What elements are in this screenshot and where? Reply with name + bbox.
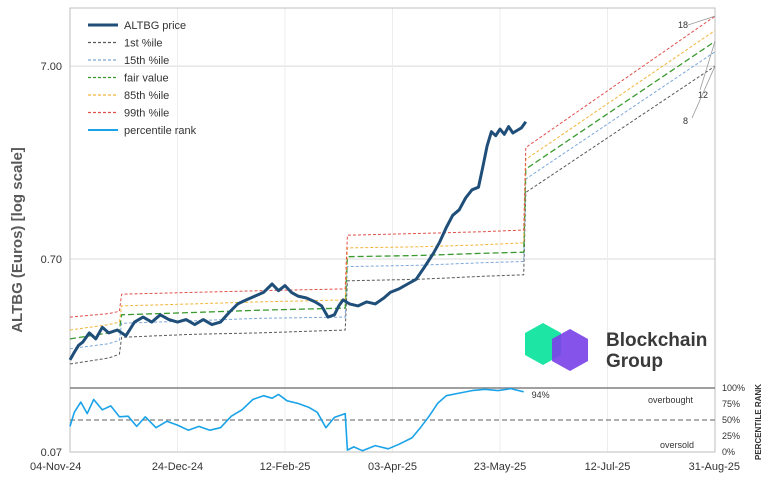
legend: ALTBG price 1st %ile 15th %ile fair value 85… bbox=[88, 20, 197, 137]
y-tick-label-2: 7.00 bbox=[41, 61, 62, 73]
series-1st-ile bbox=[69, 65, 716, 365]
plot-frame bbox=[69, 7, 716, 453]
logo-purple-hexagon bbox=[552, 329, 588, 371]
x-axis-ticks: 04-Nov-24 24-Dec-24 12-Feb-25 03-Apr-25 23-M… bbox=[30, 461, 740, 473]
series-99th-ile bbox=[69, 15, 716, 318]
leader-line-2 bbox=[691, 65, 716, 119]
x-tick-label-2: 12-Feb-25 bbox=[260, 461, 311, 473]
x-tick-label-0: 04-Nov-24 bbox=[30, 461, 81, 473]
annotations: 18 12 8 94% bbox=[532, 15, 716, 400]
annotation-12: 12 bbox=[698, 90, 708, 100]
series-15th-ile bbox=[69, 51, 716, 350]
y2-tick-label-2: 50% bbox=[722, 415, 740, 425]
series-layer bbox=[68, 15, 716, 452]
reference-lines bbox=[70, 387, 715, 421]
y-tick-label-0: 0.07 bbox=[41, 447, 62, 459]
x-tick-label-3: 03-Apr-25 bbox=[368, 461, 417, 473]
logo-name-line1: Blockchain bbox=[606, 330, 707, 351]
y2-tick-label-3: 25% bbox=[722, 431, 740, 441]
y-axis-label: ALTBG (Euros) [log scale] bbox=[9, 147, 26, 333]
x-tick-label-5: 12-Jul-25 bbox=[585, 461, 631, 473]
legend-label-85th-ile: 85th %ile bbox=[124, 90, 169, 102]
y2-tick-label-0: 100% bbox=[722, 383, 745, 393]
oversold-label: oversold bbox=[660, 440, 694, 450]
annotation-18: 18 bbox=[678, 20, 688, 30]
legend-label-99th-ile: 99th %ile bbox=[124, 108, 169, 120]
overbought-label: overbought bbox=[648, 395, 694, 405]
legend-label-1st-ile: 1st %ile bbox=[124, 38, 163, 50]
x-tick-label-6: 31-Aug-25 bbox=[689, 461, 740, 473]
grid-lines bbox=[69, 7, 716, 453]
y-tick-label-1: 0.70 bbox=[41, 254, 62, 266]
x-tick-label-4: 23-May-25 bbox=[474, 461, 527, 473]
leader-line-0 bbox=[687, 15, 716, 26]
y2-axis-label: PERCENTILE RANK bbox=[754, 384, 763, 460]
series-percentile-rank bbox=[69, 387, 524, 452]
x-tick-label-1: 24-Dec-24 bbox=[152, 461, 203, 473]
legend-label-15th-ile: 15th %ile bbox=[124, 55, 169, 67]
series-altbg-price bbox=[68, 120, 528, 361]
annotation-94: 94% bbox=[532, 390, 550, 400]
legend-label-percentile-rank: percentile rank bbox=[124, 125, 197, 137]
y-axis-ticks: 0.07 0.70 7.00 bbox=[41, 61, 62, 459]
legend-label-altbg-price: ALTBG price bbox=[124, 20, 186, 32]
y2-tick-label-1: 75% bbox=[722, 399, 740, 409]
y2-tick-label-4: 0% bbox=[722, 447, 735, 457]
y2-axis-ticks: 100% 75% 50% 25% 0% bbox=[722, 383, 745, 457]
legend-label-fair-value: fair value bbox=[124, 73, 169, 85]
blockchain-group-logo: Blockchain Group bbox=[525, 323, 707, 372]
leader-line-1 bbox=[699, 41, 716, 91]
logo-name-line2: Group bbox=[606, 351, 663, 372]
annotation-8: 8 bbox=[683, 116, 688, 126]
